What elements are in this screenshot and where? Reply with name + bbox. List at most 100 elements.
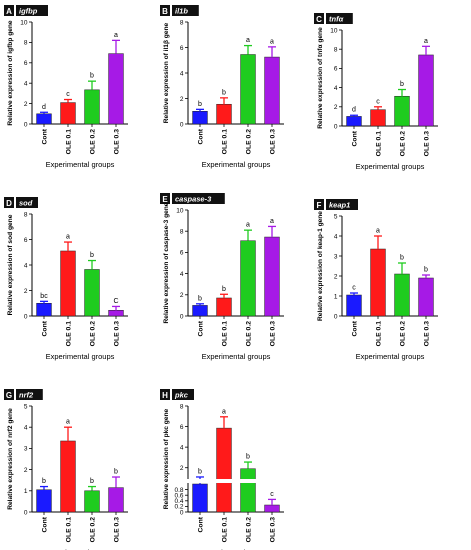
y-tick-label: 2	[180, 292, 184, 299]
gene-label-box	[172, 389, 194, 400]
significance-letter: b	[222, 286, 226, 293]
bar	[36, 113, 52, 125]
bar	[346, 116, 362, 127]
y-tick-label: 0	[180, 313, 184, 320]
y-tick-label: 0.6	[174, 493, 183, 500]
x-tick-label: Cont	[198, 516, 205, 532]
x-axis-label: Experimental groups	[46, 160, 115, 169]
x-tick-label: OLE 0.3	[270, 517, 277, 543]
significance-letter: d	[352, 107, 356, 114]
panel-letter-box	[314, 13, 324, 24]
panel-letter: A	[6, 7, 12, 16]
y-tick-label: 5	[24, 403, 28, 410]
gene-label-box	[16, 389, 43, 400]
significance-letter: b	[400, 255, 404, 262]
y-tick-label: 6	[24, 237, 28, 244]
x-tick-label: OLE 0.3	[270, 129, 277, 155]
significance-letter: C	[113, 298, 118, 305]
bar	[60, 102, 76, 125]
y-tick-label: 10	[20, 19, 28, 26]
x-tick-label: OLE 0.2	[90, 321, 97, 347]
significance-letter: c	[66, 91, 70, 98]
y-tick-label: 0	[334, 313, 338, 320]
significance-letter: b	[198, 295, 202, 302]
bar-break-gap	[188, 479, 285, 483]
y-tick-label: 2	[180, 96, 184, 103]
significance-letter: a	[246, 222, 250, 229]
y-tick-label: 1	[24, 488, 28, 495]
bar	[418, 54, 434, 127]
y-tick-label: 10	[176, 207, 184, 214]
bar	[216, 297, 232, 317]
y-tick-label: 8	[180, 19, 184, 26]
y-tick-label: 8	[24, 211, 28, 218]
bar	[36, 303, 52, 317]
y-axis-label: Relative expression of nrf2 gene	[7, 408, 14, 510]
y-axis-label: Relative expression of tnfα gene	[317, 27, 324, 129]
significance-letter: b	[246, 454, 250, 461]
panel-letter-box	[160, 389, 170, 400]
gene-label-box	[16, 5, 48, 16]
gene-label: keap1	[329, 201, 350, 210]
significance-letter: a	[66, 234, 70, 241]
bar	[418, 277, 434, 317]
y-tick-label: 8	[334, 47, 338, 54]
panel-letter-box	[160, 5, 170, 16]
x-tick-label: OLE 0.3	[424, 131, 431, 157]
y-tick-label: 2	[334, 273, 338, 280]
bar	[264, 56, 280, 125]
y-tick-label: 8	[24, 40, 28, 47]
gene-label: caspase-3	[175, 195, 212, 204]
x-tick-label: OLE 0.2	[400, 131, 407, 157]
y-tick-label: 4	[24, 81, 28, 88]
y-tick-label: 2	[180, 465, 184, 472]
gene-label: tnfα	[329, 15, 344, 24]
panel-letter-box	[4, 5, 14, 16]
panel-letter: H	[162, 391, 168, 400]
gene-label-box	[172, 5, 199, 16]
bar	[216, 103, 232, 125]
panel-letter: F	[317, 201, 322, 210]
bar	[240, 54, 256, 125]
y-tick-label: 5	[334, 213, 338, 220]
gene-label-box	[326, 199, 358, 210]
significance-letter: c	[376, 98, 380, 105]
panel-letter: C	[316, 15, 322, 24]
x-tick-label: OLE 0.1	[376, 321, 383, 347]
x-tick-label: OLE 0.2	[90, 517, 97, 543]
y-tick-label: 8	[180, 403, 184, 410]
significance-letter: a	[376, 228, 380, 235]
bar	[108, 487, 124, 513]
y-tick-label: 10	[330, 27, 338, 34]
y-tick-label: 4	[334, 233, 338, 240]
significance-letter: b	[198, 468, 202, 475]
y-tick-label: 3	[24, 446, 28, 453]
y-tick-label: 3	[334, 253, 338, 260]
x-tick-label: OLE 0.3	[114, 129, 121, 155]
x-tick-label: OLE 0.1	[222, 321, 229, 347]
y-tick-label: 6	[334, 66, 338, 73]
bar	[108, 310, 124, 317]
significance-letter: b	[90, 252, 94, 259]
bar	[84, 89, 100, 125]
bar	[216, 427, 232, 513]
x-axis-label: Experimental groups	[46, 548, 115, 550]
y-tick-label: 0	[334, 123, 338, 130]
x-axis-label: Experimental groups	[202, 548, 271, 550]
bar	[264, 504, 280, 513]
x-tick-label: OLE 0.1	[66, 129, 73, 155]
y-tick-label: 4	[180, 444, 184, 451]
bar	[394, 273, 410, 317]
y-tick-label: 2	[24, 467, 28, 474]
x-tick-label: OLE 0.3	[270, 321, 277, 347]
y-tick-label: 4	[334, 85, 338, 92]
y-tick-label: 6	[180, 424, 184, 431]
bar	[240, 240, 256, 317]
panel-letter-box	[314, 199, 324, 210]
x-tick-label: OLE 0.1	[222, 129, 229, 155]
x-tick-label: OLE 0.2	[246, 321, 253, 347]
y-tick-label: 2	[24, 288, 28, 295]
y-tick-label: 0.2	[174, 504, 183, 511]
